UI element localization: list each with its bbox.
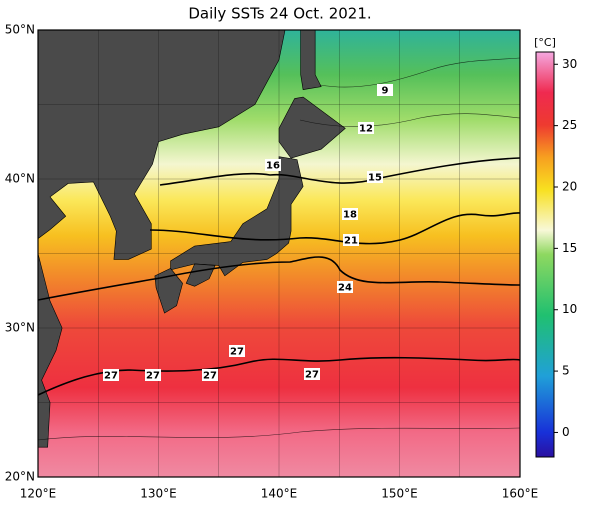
contour-label-box <box>343 234 359 246</box>
contour-label-box <box>103 369 119 381</box>
map-frame <box>37 29 521 478</box>
land <box>37 29 346 448</box>
colorbar <box>535 51 555 458</box>
lon-label: 150°E <box>381 487 418 501</box>
contour-label: 27 <box>203 371 217 382</box>
title: Daily SSTs 24 Oct. 2021. <box>188 5 371 23</box>
graticule <box>38 30 520 477</box>
colorbar-unit: [°C] <box>534 36 556 49</box>
isotherm <box>37 356 521 396</box>
isotherm <box>299 113 521 127</box>
lat-label: 30°N <box>5 321 35 335</box>
isotherm <box>37 427 521 441</box>
isotherm <box>319 57 521 88</box>
contour-label-box <box>342 208 358 220</box>
contour-label: 27 <box>305 370 319 381</box>
colorbar-tick-label: 30 <box>562 57 577 71</box>
contour-label-box <box>377 84 393 96</box>
contour-label-box <box>229 345 245 357</box>
contour-label: 16 <box>266 161 280 172</box>
contour-label-box <box>367 171 383 183</box>
contour-label: 12 <box>359 124 373 135</box>
contour-label: 24 <box>338 283 352 294</box>
contour-label-box <box>265 159 281 171</box>
lon-label: 120°E <box>20 487 57 501</box>
contour-label: 18 <box>343 210 357 221</box>
contour-label: 27 <box>104 371 118 382</box>
contour-label-box <box>358 122 374 134</box>
lat-label: 40°N <box>5 172 35 186</box>
isotherms <box>37 57 521 441</box>
contour-label-box <box>145 369 161 381</box>
contour-label: 9 <box>382 86 389 97</box>
contour-label: 15 <box>368 173 382 184</box>
colorbar-tick-label: 0 <box>562 425 570 439</box>
isotherm <box>149 212 521 245</box>
colorbar-tick-label: 15 <box>562 241 577 255</box>
lon-label: 160°E <box>502 487 539 501</box>
contour-label: 27 <box>230 347 244 358</box>
isotherm <box>159 157 521 186</box>
contour-label-box <box>337 281 353 293</box>
colorbar-tick-label: 20 <box>562 180 577 194</box>
landmass <box>37 29 286 260</box>
lat-label: 20°N <box>5 470 35 484</box>
landmass <box>170 156 304 277</box>
contour-label-box <box>202 369 218 381</box>
contour-label: 21 <box>344 236 358 247</box>
contour-label: 27 <box>146 371 160 382</box>
colorbar-tick-label: 25 <box>562 118 577 132</box>
lon-label: 140°E <box>261 487 298 501</box>
landmass <box>37 253 63 448</box>
landmass <box>278 96 346 159</box>
landmass <box>154 268 183 314</box>
isotherm <box>37 256 521 301</box>
contour-label-box <box>304 368 320 380</box>
lon-label: 130°E <box>140 487 177 501</box>
colorbar-tick-label: 5 <box>562 364 570 378</box>
colorbar-tick-label: 10 <box>562 302 577 316</box>
lat-label: 50°N <box>5 23 35 37</box>
